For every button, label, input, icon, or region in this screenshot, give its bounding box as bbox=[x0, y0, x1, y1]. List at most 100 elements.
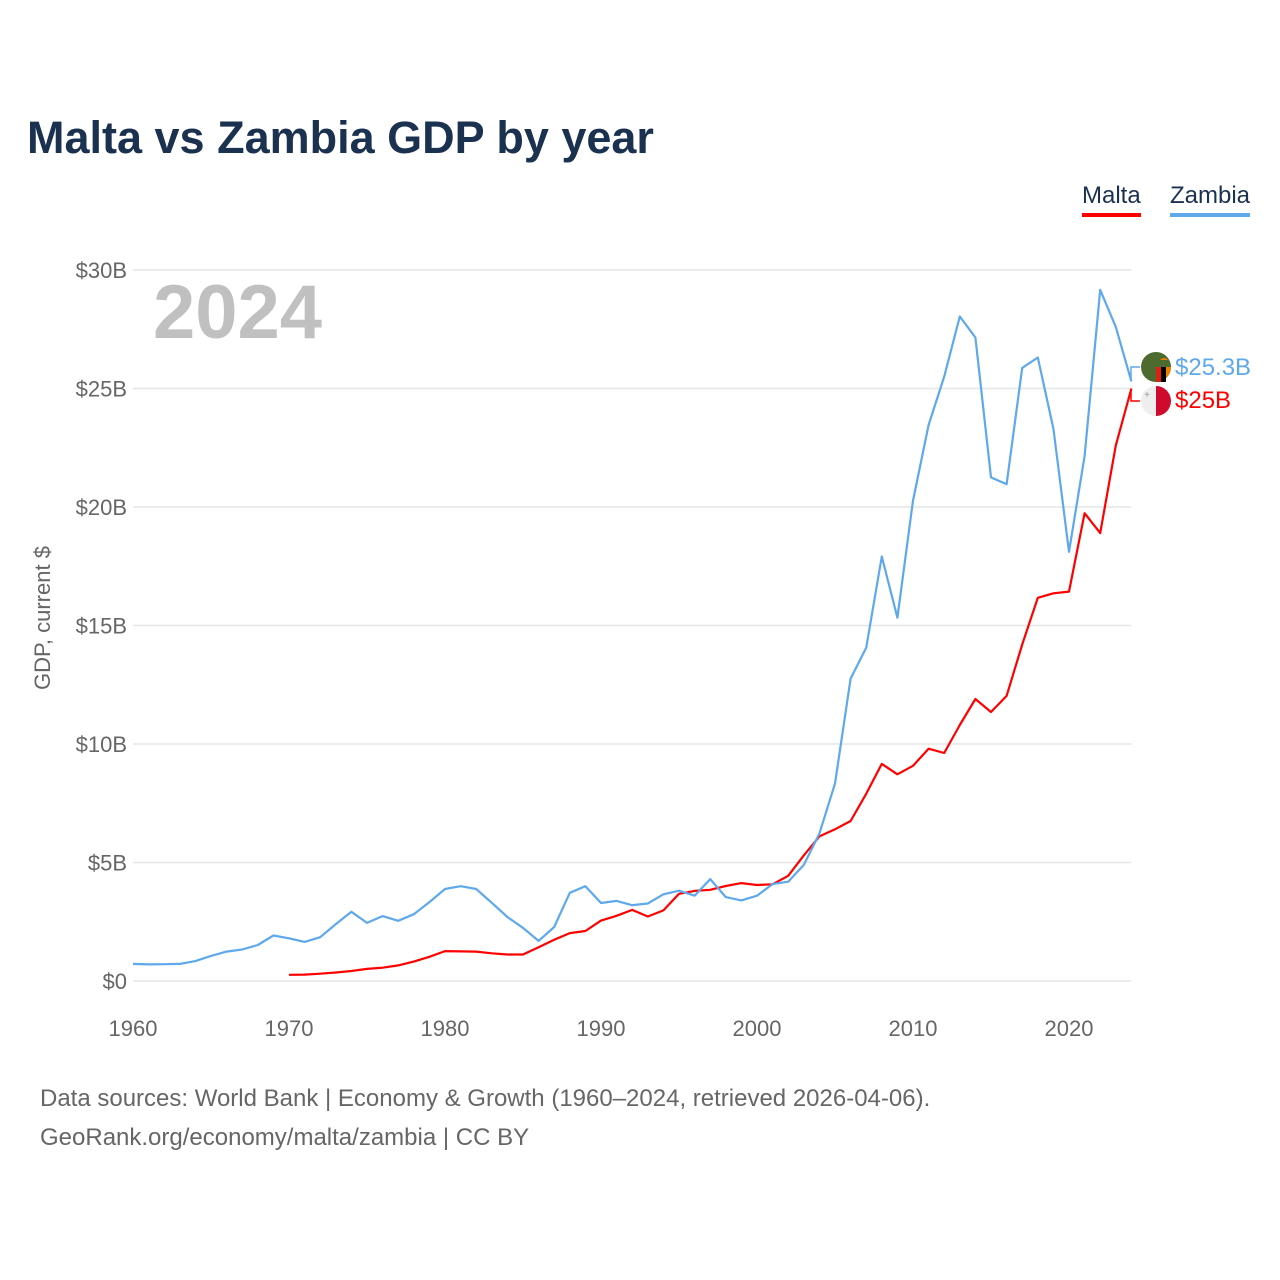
data-point-zambia bbox=[191, 957, 199, 965]
data-point-zambia bbox=[987, 473, 995, 481]
data-point-malta bbox=[394, 961, 402, 969]
data-point-malta bbox=[566, 929, 574, 937]
data-point-zambia bbox=[675, 887, 683, 895]
data-point-zambia bbox=[566, 889, 574, 897]
data-point-malta bbox=[1034, 594, 1042, 602]
data-point-zambia bbox=[425, 898, 433, 906]
label-connector bbox=[1130, 366, 1140, 382]
data-point-zambia bbox=[893, 614, 901, 622]
legend-item-malta[interactable]: Malta bbox=[1082, 182, 1141, 217]
data-point-zambia bbox=[394, 917, 402, 925]
data-point-zambia bbox=[379, 912, 387, 920]
data-point-zambia bbox=[956, 312, 964, 320]
data-point-malta bbox=[722, 882, 730, 890]
data-point-zambia bbox=[862, 644, 870, 652]
data-point-malta bbox=[847, 817, 855, 825]
data-point-zambia bbox=[207, 952, 215, 960]
data-point-zambia bbox=[1112, 323, 1120, 331]
data-point-malta bbox=[519, 950, 527, 958]
data-point-zambia bbox=[878, 553, 886, 561]
data-point-zambia bbox=[332, 920, 340, 928]
data-point-zambia bbox=[145, 960, 153, 968]
y-tick-label: $20B bbox=[76, 495, 127, 520]
series-line-malta bbox=[288, 388, 1133, 976]
data-point-zambia bbox=[238, 945, 246, 953]
data-point-malta bbox=[925, 745, 933, 753]
series-line-zambia bbox=[132, 288, 1133, 966]
y-tick-label: $30B bbox=[76, 258, 127, 283]
chart-title: Malta vs Zambia GDP by year bbox=[27, 112, 654, 163]
data-point-malta bbox=[706, 886, 714, 894]
data-point-zambia bbox=[753, 892, 761, 900]
data-point-zambia bbox=[223, 948, 231, 956]
data-point-zambia bbox=[1049, 425, 1057, 433]
data-point-malta bbox=[301, 971, 309, 979]
x-tick-label: 1980 bbox=[421, 1016, 470, 1041]
data-point-malta bbox=[893, 770, 901, 778]
data-point-malta bbox=[956, 721, 964, 729]
zambia-flag-icon bbox=[1166, 367, 1171, 378]
data-point-zambia bbox=[301, 938, 309, 946]
data-point-malta bbox=[940, 749, 948, 757]
data-point-malta bbox=[613, 912, 621, 920]
data-point-malta bbox=[1049, 589, 1057, 597]
label-connector bbox=[1130, 388, 1140, 402]
data-point-malta bbox=[472, 948, 480, 956]
data-point-zambia bbox=[176, 960, 184, 968]
year-watermark: 2024 bbox=[153, 270, 322, 355]
data-point-zambia bbox=[160, 960, 168, 968]
data-point-malta bbox=[332, 968, 340, 976]
data-point-zambia bbox=[784, 878, 792, 886]
data-point-malta bbox=[410, 958, 418, 966]
data-point-malta bbox=[503, 950, 511, 958]
data-point-zambia bbox=[628, 901, 636, 909]
malta-flag-icon bbox=[1156, 386, 1171, 416]
y-tick-label: $15B bbox=[76, 614, 127, 639]
data-point-zambia bbox=[800, 861, 808, 869]
footer-attribution: GeoRank.org/economy/malta/zambia | CC BY bbox=[40, 1124, 530, 1151]
data-point-zambia bbox=[1018, 364, 1026, 372]
data-point-malta bbox=[550, 936, 558, 944]
x-tick-label: 2000 bbox=[733, 1016, 782, 1041]
data-point-zambia bbox=[550, 923, 558, 931]
data-point-zambia bbox=[925, 421, 933, 429]
footer-sources: Data sources: World Bank | Economy & Gro… bbox=[40, 1085, 931, 1112]
data-point-malta bbox=[581, 927, 589, 935]
data-point-malta bbox=[987, 708, 995, 716]
data-point-zambia bbox=[940, 373, 948, 381]
data-point-malta bbox=[644, 913, 652, 921]
malta-flag-icon: + bbox=[1144, 390, 1150, 401]
data-point-zambia bbox=[285, 934, 293, 942]
data-point-zambia bbox=[722, 893, 730, 901]
data-point-zambia bbox=[659, 890, 667, 898]
legend-item-zambia[interactable]: Zambia bbox=[1170, 182, 1251, 217]
data-point-zambia bbox=[847, 675, 855, 683]
data-point-malta bbox=[659, 906, 667, 914]
data-point-zambia bbox=[363, 919, 371, 927]
data-point-zambia bbox=[347, 908, 355, 916]
data-point-zambia bbox=[519, 924, 527, 932]
y-tick-label: $5B bbox=[88, 851, 127, 876]
data-point-malta bbox=[363, 965, 371, 973]
zambia-flag-icon bbox=[1160, 358, 1168, 360]
data-point-zambia bbox=[613, 897, 621, 905]
data-point-malta bbox=[1112, 441, 1120, 449]
data-point-malta bbox=[1018, 640, 1026, 648]
data-point-malta bbox=[909, 762, 917, 770]
data-point-zambia bbox=[316, 933, 324, 941]
data-point-malta bbox=[1065, 588, 1073, 596]
data-point-zambia bbox=[597, 899, 605, 907]
data-point-malta bbox=[316, 970, 324, 978]
data-point-zambia bbox=[706, 875, 714, 883]
y-tick-label: $25B bbox=[76, 377, 127, 402]
y-axis-label: GDP, current $ bbox=[30, 546, 55, 690]
data-point-zambia bbox=[441, 885, 449, 893]
data-point-zambia bbox=[410, 910, 418, 918]
y-tick-label: $0 bbox=[103, 969, 127, 994]
data-point-malta bbox=[1003, 692, 1011, 700]
data-point-zambia bbox=[1034, 353, 1042, 361]
data-point-zambia bbox=[254, 941, 262, 949]
data-point-zambia bbox=[737, 896, 745, 904]
data-point-zambia bbox=[831, 780, 839, 788]
zambia-flag-icon bbox=[1161, 367, 1166, 382]
